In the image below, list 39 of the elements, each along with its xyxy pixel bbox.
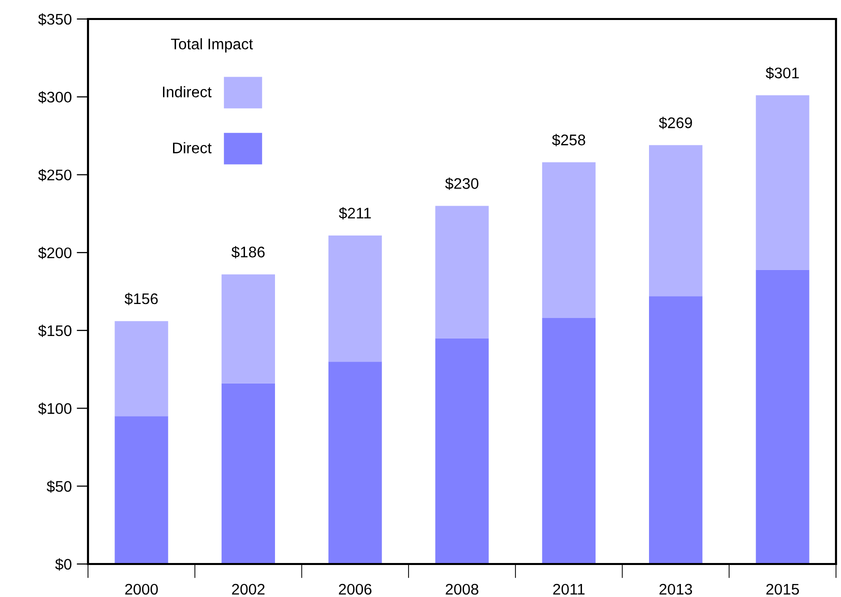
y-tick-label: $100 bbox=[38, 402, 72, 415]
bar bbox=[222, 383, 275, 564]
total-label: $186 bbox=[231, 246, 265, 258]
y-tick-label: $0 bbox=[55, 558, 72, 571]
y-tick-label: $50 bbox=[46, 480, 72, 493]
y-tick-label: $350 bbox=[38, 13, 72, 26]
bar bbox=[114, 416, 168, 564]
bar bbox=[649, 296, 702, 564]
bar bbox=[114, 321, 168, 416]
bar bbox=[542, 162, 596, 318]
total-label: $211 bbox=[338, 207, 371, 220]
total-label: $230 bbox=[445, 177, 478, 190]
bar bbox=[328, 362, 382, 564]
x-tick-label: 2006 bbox=[338, 584, 372, 595]
x-tick-label: 2000 bbox=[125, 584, 158, 595]
bar bbox=[542, 318, 596, 564]
legend-title: Total Impact bbox=[171, 38, 253, 52]
bar bbox=[435, 206, 489, 338]
total-label: $156 bbox=[124, 292, 158, 306]
x-tick-label: 2015 bbox=[766, 584, 799, 595]
y-tick-label: $300 bbox=[38, 91, 72, 104]
bar bbox=[328, 235, 382, 362]
x-tick-label: 2011 bbox=[553, 584, 585, 595]
x-tick-label: 2013 bbox=[659, 584, 692, 595]
y-tick-label: $250 bbox=[38, 168, 72, 182]
y-tick-label: $200 bbox=[38, 246, 72, 260]
bar bbox=[435, 338, 489, 564]
legend-label: Indirect bbox=[163, 86, 212, 98]
bar bbox=[756, 95, 810, 270]
bar bbox=[222, 274, 275, 384]
bar bbox=[756, 270, 810, 564]
bar bbox=[649, 145, 702, 296]
total-label: $301 bbox=[766, 66, 799, 80]
y-tick-label: $150 bbox=[38, 324, 72, 338]
total-label: $258 bbox=[552, 134, 586, 146]
x-tick-label: 2008 bbox=[446, 584, 478, 595]
legend-label: Direct bbox=[173, 142, 212, 154]
x-tick-label: 2002 bbox=[232, 584, 265, 595]
total-label: $269 bbox=[658, 116, 692, 130]
